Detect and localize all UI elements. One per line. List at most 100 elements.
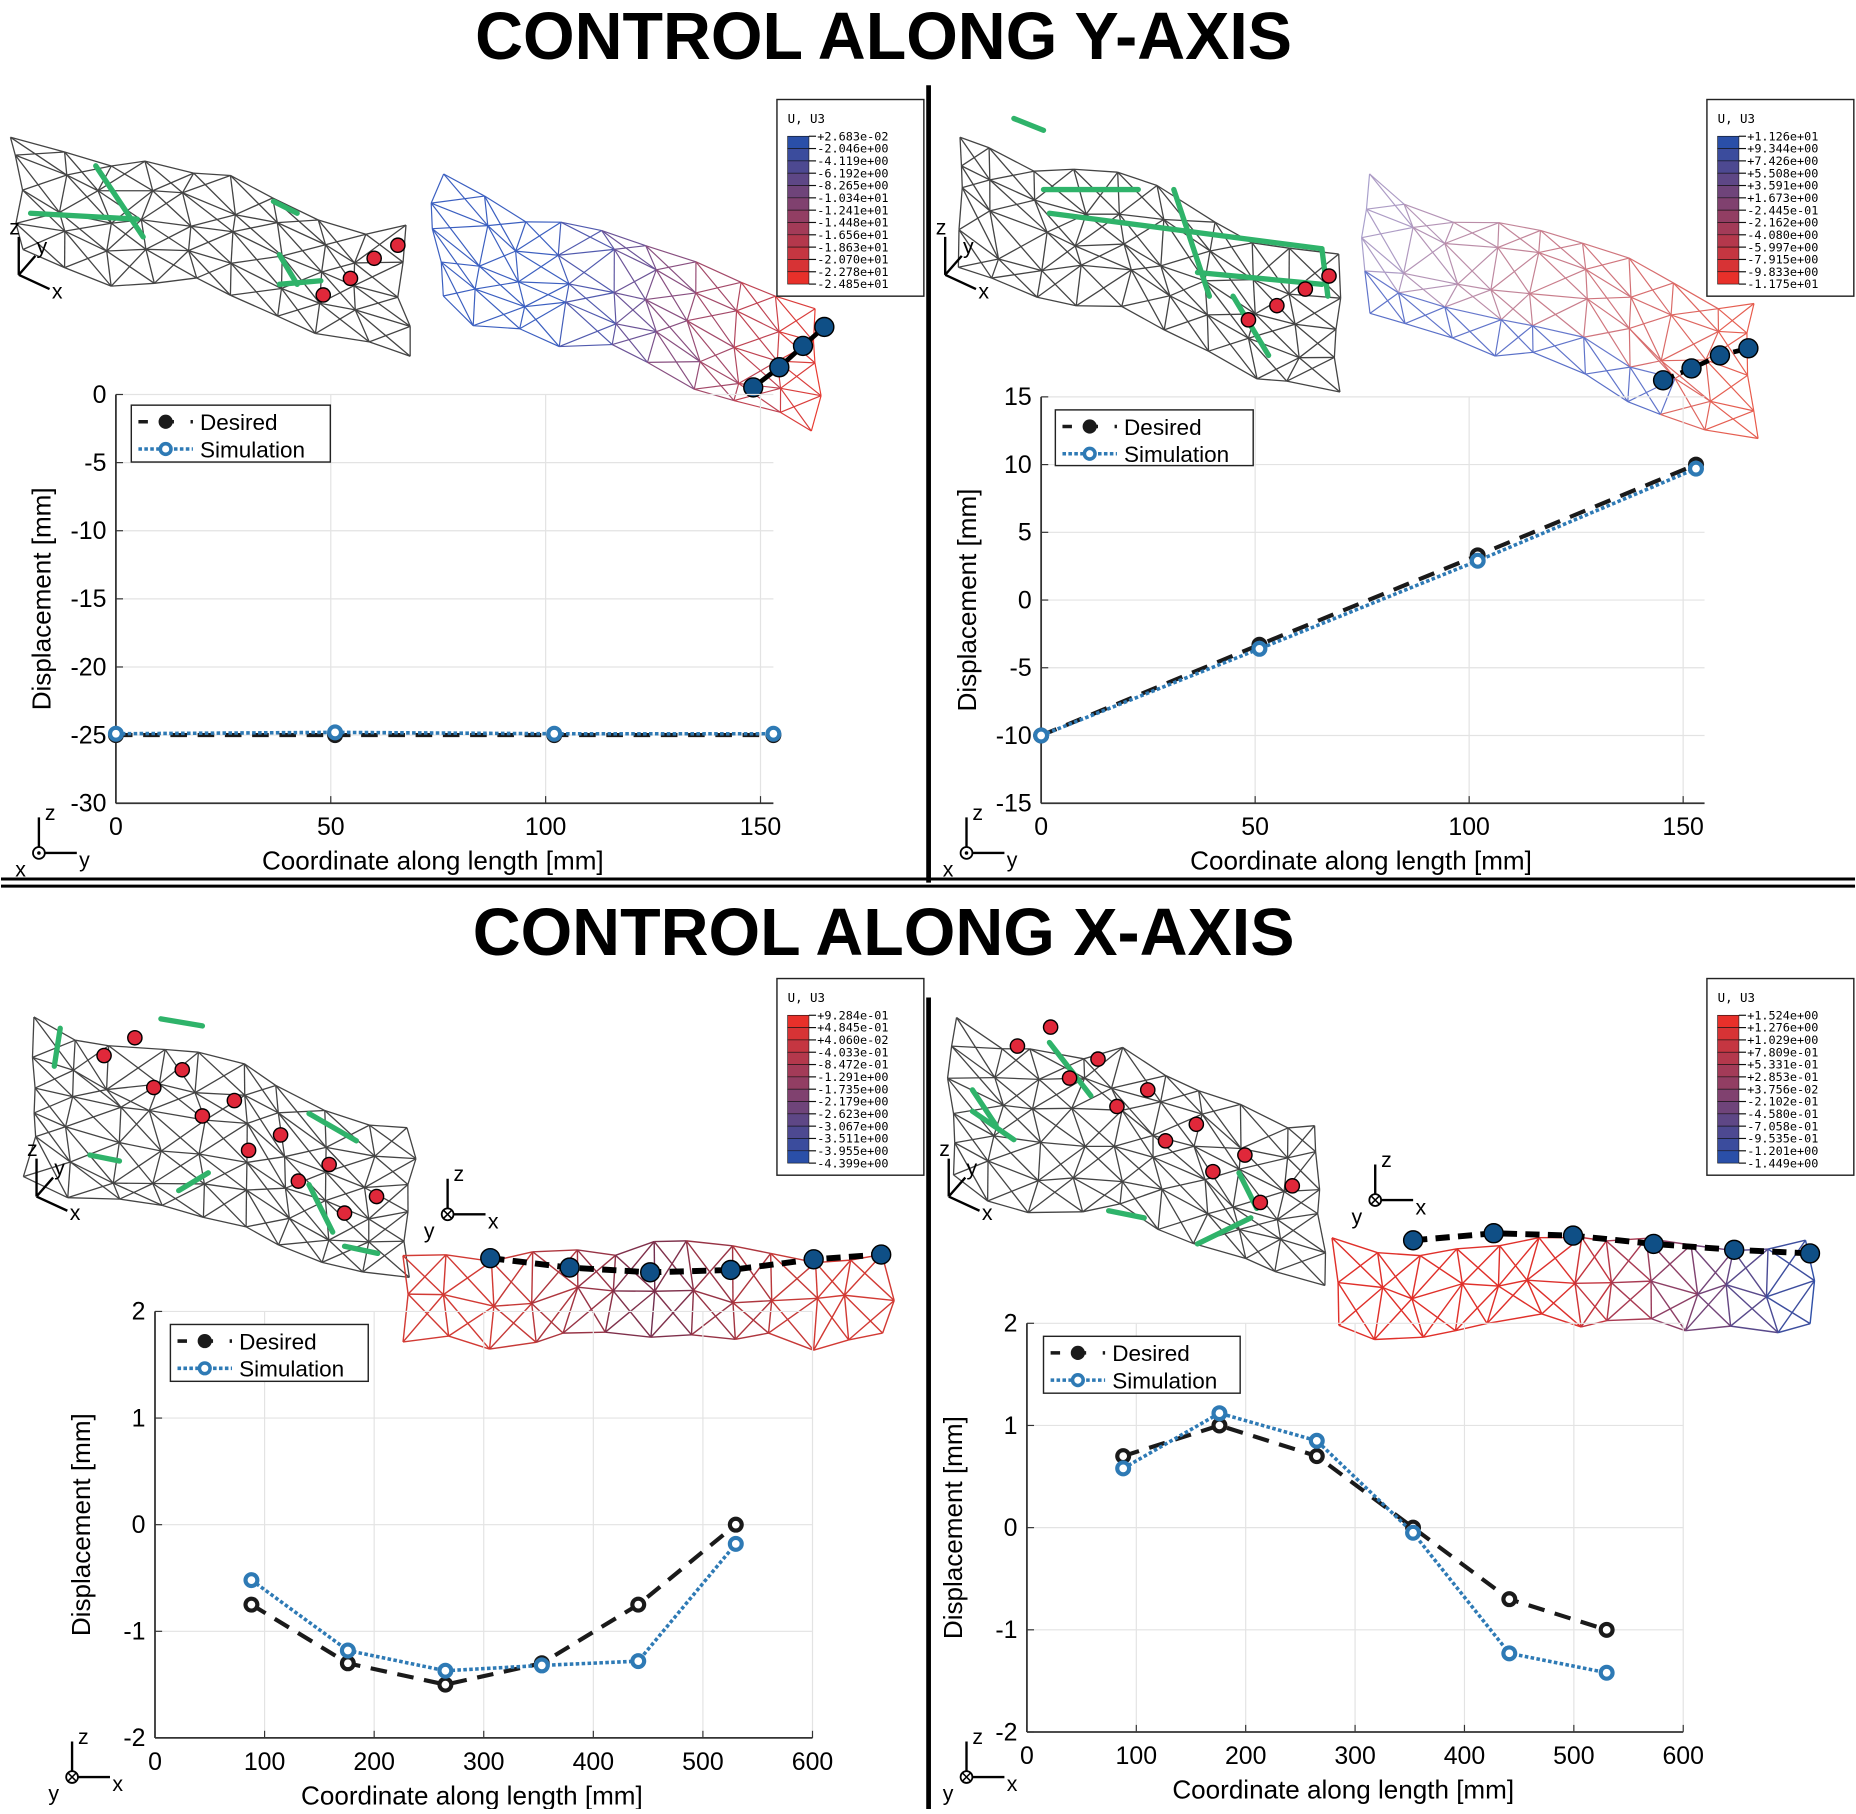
- mesh-strut: [696, 262, 737, 311]
- mesh-strut: [733, 1303, 769, 1333]
- node-marker: [1654, 371, 1673, 390]
- axis-triad-x1-mesh: zxy: [424, 1162, 499, 1243]
- triad-label-y: y: [54, 1156, 65, 1180]
- mesh-strut: [1157, 185, 1215, 222]
- mesh-strut: [954, 1113, 955, 1142]
- mesh-strut: [647, 332, 656, 363]
- mesh-strut: [1540, 230, 1585, 269]
- mesh-strut: [473, 326, 519, 329]
- colorbar-swatch: [1718, 1151, 1739, 1163]
- mesh-strut: [154, 251, 188, 284]
- triad-label-z: z: [45, 801, 56, 825]
- mesh-strut: [614, 246, 645, 250]
- colorbar-swatch: [1718, 235, 1739, 247]
- mesh-strut: [612, 332, 656, 345]
- mesh-strut: [153, 191, 183, 193]
- node-marker: [1062, 1071, 1076, 1085]
- triad-label-y: y: [963, 235, 974, 259]
- mesh-strut: [1457, 1246, 1500, 1249]
- mesh-strut: [355, 297, 398, 310]
- mesh-strut: [1295, 298, 1341, 324]
- mesh-strut: [1075, 244, 1124, 246]
- mesh-strut: [183, 193, 236, 215]
- mesh-strut: [948, 1046, 952, 1078]
- colorbar-swatch: [788, 1089, 809, 1101]
- mesh-strut: [1122, 1182, 1158, 1230]
- colorbar-swatch: [1718, 149, 1739, 161]
- mesh-strut: [1413, 227, 1445, 243]
- mesh-strut: [231, 256, 282, 263]
- mesh-strut: [318, 220, 366, 234]
- mesh-strut: [473, 289, 475, 326]
- y-tick-label: 0: [132, 1511, 146, 1539]
- legend-label-desired: Desired: [200, 410, 278, 435]
- mesh-strut: [1539, 253, 1586, 270]
- mesh-strut: [278, 1240, 328, 1245]
- mesh-strut: [1462, 1284, 1498, 1286]
- mesh-strut: [325, 1111, 326, 1148]
- x-tick-label: 100: [1448, 813, 1489, 841]
- mesh-strut: [479, 226, 487, 267]
- mesh-strut: [1194, 1146, 1241, 1148]
- section-title-y: CONTROL ALONG Y-AXIS: [475, 0, 1292, 74]
- mesh-strut: [536, 1287, 578, 1342]
- mesh-strut: [488, 226, 519, 282]
- mesh-strut: [278, 316, 316, 333]
- mesh-strut: [403, 1336, 449, 1342]
- mesh-strut: [149, 1093, 195, 1111]
- mesh-strut: [159, 1049, 165, 1083]
- mesh-strut: [1161, 251, 1210, 266]
- mesh-strut: [141, 193, 182, 220]
- colorbar-swatch: [788, 222, 809, 234]
- mesh-strut: [1085, 1110, 1122, 1146]
- mesh-strut: [1205, 280, 1253, 281]
- mesh-strut: [578, 1287, 613, 1291]
- mesh-strut: [369, 1241, 404, 1242]
- mesh-strut: [1539, 253, 1588, 299]
- mesh-strut: [403, 1294, 408, 1342]
- y-tick-label: 1: [132, 1404, 146, 1432]
- mesh-undeformed-x1: [23, 1017, 416, 1277]
- x-tick-label: 400: [1444, 1742, 1485, 1770]
- data-point-simulation: [1035, 730, 1047, 742]
- mesh-strut: [1530, 294, 1533, 326]
- node-marker: [770, 358, 789, 377]
- mesh-strut: [1362, 227, 1413, 237]
- mesh-strut: [1205, 1180, 1208, 1214]
- series-line-desired: [251, 1525, 735, 1685]
- colorbar-legend-3: U, U3+1.524e+00+1.276e+00+1.029e+00+7.80…: [1707, 979, 1854, 1176]
- mesh-strut: [1445, 243, 1498, 247]
- mesh-strut: [694, 362, 700, 390]
- node-marker: [1091, 1052, 1105, 1066]
- colorbar-swatch: [788, 1028, 809, 1040]
- node-marker: [367, 251, 381, 265]
- mesh-strut: [737, 282, 742, 311]
- triad-label-z: z: [972, 801, 983, 825]
- mesh-strut: [1037, 271, 1042, 298]
- data-point-simulation: [1503, 1647, 1515, 1659]
- legend-swatch-marker: [1073, 1348, 1084, 1359]
- mesh-strut: [733, 1246, 771, 1254]
- mesh-strut: [1539, 243, 1583, 252]
- x-axis-label: Coordinate along length [mm]: [1190, 846, 1532, 876]
- colorbar-swatch: [1718, 1077, 1739, 1089]
- mesh-strut: [403, 1255, 446, 1256]
- colorbar-swatch: [788, 1065, 809, 1077]
- triad-label-z: z: [936, 216, 947, 240]
- mesh-strut: [120, 1183, 153, 1199]
- triad-label-z: z: [454, 1162, 465, 1186]
- mesh-strut: [10, 137, 64, 152]
- mesh-strut: [1318, 1190, 1320, 1214]
- mesh-strut: [1034, 169, 1074, 171]
- mesh-strut: [194, 173, 231, 175]
- mesh-strut: [369, 1212, 408, 1219]
- mesh-strut: [1277, 1220, 1280, 1240]
- mesh-strut: [278, 1218, 289, 1245]
- triad-label-z: z: [9, 216, 20, 240]
- mesh-strut: [1032, 1078, 1084, 1109]
- mesh-strut: [1766, 1281, 1814, 1297]
- node-marker: [369, 1189, 383, 1203]
- mesh-strut: [811, 396, 821, 431]
- mesh-strut: [1501, 294, 1529, 320]
- mesh-strut: [322, 263, 355, 272]
